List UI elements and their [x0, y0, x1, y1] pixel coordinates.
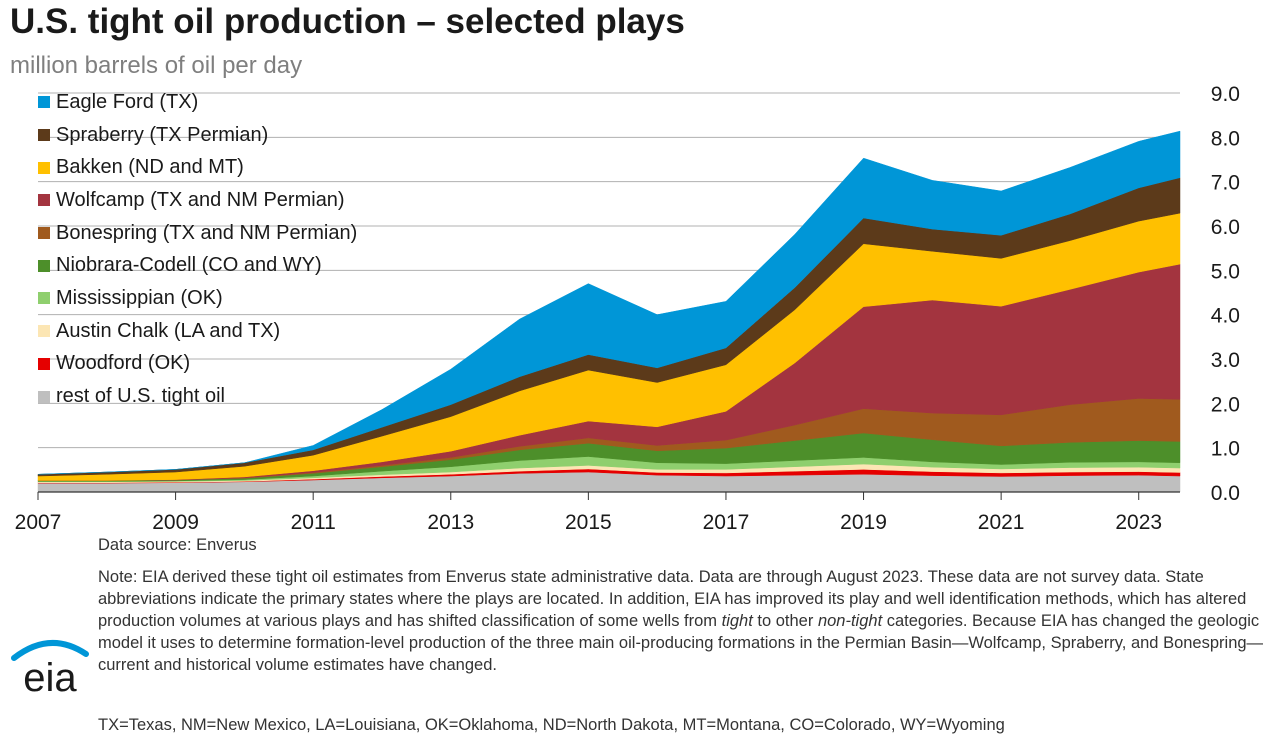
- y-tick-label: 9.0: [1211, 83, 1240, 106]
- x-tick-label: 2023: [1115, 511, 1162, 534]
- legend-swatch: [38, 259, 50, 272]
- x-tick-label: 2011: [291, 511, 336, 534]
- x-tick-label: 2013: [427, 511, 474, 534]
- legend-item: Woodford (OK): [38, 348, 357, 381]
- legend-swatch: [38, 227, 50, 240]
- y-tick-label: 8.0: [1211, 127, 1240, 150]
- y-tick-label: 5.0: [1211, 260, 1240, 283]
- x-tick-label: 2017: [703, 511, 750, 534]
- note-text-1: Note: EIA derived these tight oil estima…: [98, 568, 1247, 630]
- legend-item: Spraberry (TX Permian): [38, 119, 357, 152]
- chart-note: Note: EIA derived these tight oil estima…: [98, 566, 1274, 676]
- legend-item: Bonespring (TX and NM Permian): [38, 217, 357, 250]
- legend-swatch: [38, 161, 50, 174]
- legend-item: Austin Chalk (LA and TX): [38, 315, 357, 348]
- chart-legend: Eagle Ford (TX) Spraberry (TX Permian) Bak…: [38, 86, 357, 413]
- stacked-area-chart: 0.0 1.0 2.0 3.0 4.0 5.0 6.0 7.0 8.0 9.0 2007 2009 20…: [15, 83, 1240, 534]
- eia-logo-text: eia: [23, 656, 77, 696]
- legend-label: Niobrara-Codell (CO and WY): [56, 254, 322, 277]
- chart-subtitle: million barrels of oil per day: [10, 52, 303, 79]
- legend-swatch: [38, 325, 50, 338]
- x-tick-label: 2009: [152, 511, 199, 534]
- y-tick-label: 2.0: [1211, 393, 1240, 416]
- x-tick-label: 2021: [978, 511, 1025, 534]
- legend-label: Spraberry (TX Permian): [56, 123, 269, 146]
- y-tick-label: 6.0: [1211, 216, 1240, 239]
- legend-label: Austin Chalk (LA and TX): [56, 319, 281, 342]
- eia-logo-arc: [11, 640, 89, 661]
- note-text-2: to other: [752, 612, 818, 630]
- legend-swatch: [38, 357, 50, 370]
- chart-title: U.S. tight oil production – selected pla…: [10, 2, 685, 41]
- y-tick-label: 3.0: [1211, 349, 1240, 372]
- legend-label: Bakken (ND and MT): [56, 156, 244, 179]
- note-italic-tight: tight: [721, 612, 753, 630]
- legend-swatch: [38, 194, 50, 207]
- legend-label: Bonespring (TX and NM Permian): [56, 221, 358, 244]
- eia-logo: eia: [11, 640, 89, 696]
- state-abbreviations: TX=Texas, NM=New Mexico, LA=Louisiana, O…: [98, 716, 1005, 734]
- legend-swatch: [38, 129, 50, 142]
- legend-swatch: [38, 390, 50, 403]
- y-tick-label: 1.0: [1211, 438, 1240, 461]
- legend-label: Woodford (OK): [56, 352, 191, 375]
- legend-swatch: [38, 96, 50, 109]
- area-series: [37, 130, 1181, 493]
- legend-item: Wolfcamp (TX and NM Permian): [38, 184, 357, 217]
- y-tick-label: 7.0: [1211, 172, 1240, 195]
- legend-label: rest of U.S. tight oil: [56, 385, 225, 408]
- x-tick-label: 2015: [565, 511, 612, 534]
- legend-label: Mississippian (OK): [56, 286, 223, 309]
- data-source: Data source: Enverus: [98, 536, 257, 554]
- legend-swatch: [38, 292, 50, 305]
- x-tick-label: 2019: [840, 511, 887, 534]
- legend-item: Eagle Ford (TX): [38, 86, 357, 119]
- legend-label: Eagle Ford (TX): [56, 90, 199, 113]
- legend-item: Niobrara-Codell (CO and WY): [38, 249, 357, 282]
- legend-item: rest of U.S. tight oil: [38, 380, 357, 413]
- area-eagle-ford-tx: [37, 130, 1181, 475]
- legend-item: Mississippian (OK): [38, 282, 357, 315]
- axes: 0.0 1.0 2.0 3.0 4.0 5.0 6.0 7.0 8.0 9.0 2007 2009 20…: [15, 83, 1240, 534]
- y-tick-label: 4.0: [1211, 305, 1240, 328]
- note-italic-non-tight: non-tight: [817, 612, 883, 630]
- note-text-3: categories. Because EIA has changed the …: [98, 612, 1264, 674]
- legend-item: Bakken (ND and MT): [38, 151, 357, 184]
- legend-label: Wolfcamp (TX and NM Permian): [56, 188, 345, 211]
- x-tick-label: 2007: [15, 511, 62, 534]
- y-tick-label: 0.0: [1211, 482, 1240, 505]
